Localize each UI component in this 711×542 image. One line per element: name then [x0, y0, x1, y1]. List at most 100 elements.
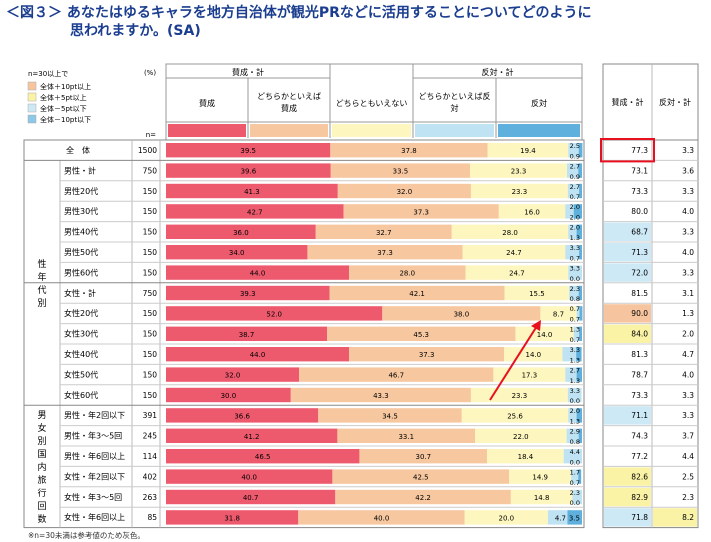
bar-value-5: 1.3 — [570, 234, 580, 242]
summary-against-value: 1.3 — [682, 309, 694, 318]
bar-value-4: 2.3 — [570, 285, 580, 293]
bar-value-3: 23.3 — [512, 392, 528, 400]
bar-value-2: 30.7 — [415, 453, 431, 461]
bar-value-2: 42.1 — [409, 290, 425, 298]
bar-segment-3 — [504, 285, 570, 301]
row-n: 150 — [143, 187, 158, 196]
row-n: 750 — [143, 289, 158, 298]
bar-value-4: 4.7 — [555, 514, 566, 522]
bar-segment-5 — [579, 183, 582, 199]
bar-segment-1 — [166, 449, 360, 464]
bar-segment-2 — [337, 183, 471, 199]
bar-segment-3 — [487, 449, 564, 464]
bar-segment-5 — [567, 510, 582, 525]
legend-header: n=30以上で — [28, 69, 68, 78]
bar-value-4: 2.0 — [570, 224, 580, 232]
bar-segment-1 — [166, 469, 333, 484]
travel-group-label-char-9: 数 — [37, 513, 46, 525]
bar-value-2: 33.1 — [398, 433, 414, 441]
age-group-label-char-4: 別 — [37, 298, 46, 309]
bar-segment-2 — [343, 204, 499, 219]
legend-swatch-1 — [27, 81, 37, 91]
bar-value-2: 34.5 — [382, 412, 398, 420]
legend-swatch-3 — [27, 103, 37, 113]
bar-segment-2 — [349, 347, 505, 362]
summary-agree-highlight — [604, 467, 651, 486]
summary-agree-value: 77.3 — [631, 146, 648, 155]
summary-against-value: 3.3 — [682, 411, 694, 420]
bar-segment-4 — [569, 285, 579, 301]
bar-value-3: 23.3 — [511, 168, 527, 176]
bar-value-1: 36.0 — [233, 229, 249, 237]
bar-segment-2 — [330, 163, 471, 178]
bar-value-5: 0.9 — [570, 173, 580, 181]
header-color-swatch-5 — [498, 124, 580, 137]
row-n: 391 — [143, 411, 158, 420]
summary-against-value: 3.3 — [682, 146, 694, 155]
bar-segment-2 — [326, 326, 516, 341]
row-n: 150 — [143, 370, 158, 379]
bar-segment-4 — [568, 143, 579, 158]
bar-value-5: 1.3 — [570, 356, 580, 364]
bar-value-2: 32.0 — [397, 188, 413, 196]
bar-value-5: 0.7 — [570, 193, 580, 201]
bar-value-2: 43.3 — [373, 392, 389, 400]
bar-segment-4 — [573, 326, 580, 341]
legend-swatch-2 — [27, 92, 37, 102]
bar-value-4: 2.9 — [570, 428, 580, 436]
row-label: 男性60代 — [64, 267, 98, 277]
highlight-box — [600, 138, 655, 163]
bar-segment-1 — [166, 367, 300, 382]
row-label: 女性・年6回以上 — [64, 512, 125, 522]
summary-against-value: 2.0 — [682, 330, 694, 339]
bar-segment-2 — [337, 428, 476, 443]
summary-agree-highlight — [604, 487, 651, 507]
bar-segment-3 — [462, 245, 566, 260]
summary-agree-value: 71.3 — [631, 248, 648, 257]
age-group-label-char-1: 性 — [37, 258, 46, 270]
bar-segment-2 — [318, 408, 462, 423]
bar-value-2: 38.0 — [454, 310, 470, 318]
bar-segment-4 — [576, 306, 580, 321]
bar-value-2: 46.7 — [388, 372, 404, 380]
bar-value-3: 14.0 — [526, 351, 542, 359]
bar-value-1: 52.0 — [266, 310, 282, 318]
bar-segment-1 — [166, 326, 327, 341]
bar-segment-5 — [578, 285, 582, 301]
row-label: 女性40代 — [64, 349, 98, 359]
bar-segment-3 — [451, 224, 569, 239]
summary-agree-highlight — [604, 406, 651, 425]
travel-group-label-char-5: 内 — [37, 461, 46, 473]
row-n: 114 — [143, 452, 158, 461]
bar-segment-3 — [487, 143, 569, 158]
bar-value-2: 28.0 — [399, 270, 415, 278]
bar-segment-2 — [359, 449, 488, 464]
bar-value-5: 2.0 — [570, 214, 580, 222]
bar-segment-1 — [166, 428, 338, 443]
travel-group-label-char-4: 国 — [37, 449, 46, 460]
travel-group-label-char-2: 女 — [37, 422, 46, 434]
bar-segment-3 — [475, 428, 567, 443]
summary-agree-value: 80.0 — [631, 207, 648, 216]
bar-value-4: 2.7 — [570, 162, 580, 170]
row-label: 女性・年2回以下 — [64, 471, 125, 481]
row-n: 150 — [143, 228, 158, 237]
header-col-label-3: どちらともいえない — [336, 99, 408, 108]
summary-against-value: 3.7 — [682, 432, 694, 441]
bar-segment-1 — [166, 224, 316, 239]
summary-agree-highlight — [604, 304, 651, 323]
bar-value-2: 42.5 — [413, 474, 429, 482]
bar-segment-3 — [504, 347, 563, 362]
bar-segment-5 — [576, 347, 582, 362]
summary-agree-highlight — [604, 324, 651, 343]
bar-value-5: 0.0 — [570, 275, 580, 283]
bar-segment-4 — [565, 367, 577, 382]
bar-value-2: 32.7 — [376, 229, 392, 237]
legend-label-2: 全体＋5pt以上 — [40, 93, 87, 102]
bar-value-4: 2.0 — [570, 203, 580, 211]
bar-value-1: 40.7 — [243, 494, 259, 502]
row-label: 男性50代 — [64, 247, 98, 257]
bar-value-2: 37.3 — [413, 208, 429, 216]
bar-segment-3 — [461, 408, 569, 423]
n-label: n= — [146, 131, 156, 139]
